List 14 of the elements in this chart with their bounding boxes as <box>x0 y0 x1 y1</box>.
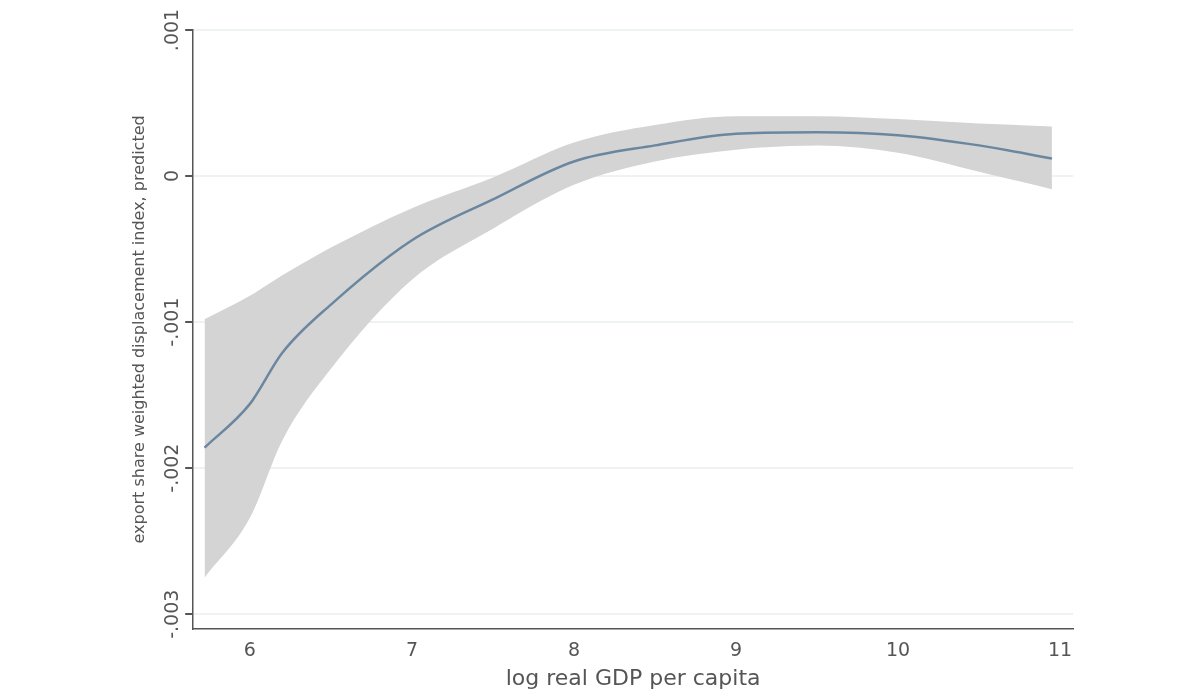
y-tick-label: -.002 <box>159 443 182 493</box>
y-axis-title: export share weighted displacement index, predicted <box>128 115 148 544</box>
x-tick-label: 9 <box>729 638 743 661</box>
x-tick-label: 8 <box>567 638 581 661</box>
y-tick-label: -.001 <box>159 297 182 347</box>
x-tick-label: 7 <box>405 638 418 661</box>
x-tick-label: 10 <box>885 638 911 661</box>
x-tick-label: 11 <box>1047 638 1073 661</box>
line-series <box>203 130 1054 449</box>
x-axis-title: log real GDP per capita <box>505 664 761 690</box>
y-tick-label: .001 <box>159 8 182 52</box>
y-tick-label: -.003 <box>159 589 182 639</box>
y-tick-label: 0 <box>159 170 182 183</box>
x-tick-label: 6 <box>243 638 256 661</box>
